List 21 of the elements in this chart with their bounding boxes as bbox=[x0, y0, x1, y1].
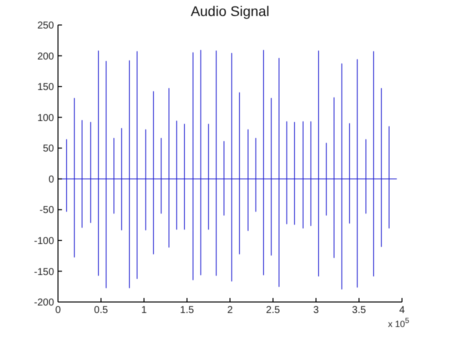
x-tick-label: 1.5 bbox=[180, 305, 194, 316]
x-tick-label: 3.5 bbox=[352, 305, 366, 316]
text: x 10$^{5}$ bbox=[388, 316, 410, 329]
x-tick-label: 0.5 bbox=[94, 305, 108, 316]
x-tick-label: 3 bbox=[313, 305, 320, 316]
y-tick-label: -50 bbox=[40, 205, 54, 216]
y-tick-label: 50 bbox=[42, 144, 54, 155]
y-tick-label: 100 bbox=[37, 112, 54, 124]
y-tick-label: -150 bbox=[34, 266, 54, 278]
y-tick-label: -200 bbox=[34, 298, 54, 309]
y-tick-label: 0 bbox=[48, 174, 54, 186]
x-tick-label: 0 bbox=[55, 305, 62, 316]
y-tick-label: 200 bbox=[37, 51, 54, 62]
y-tick-label: 250 bbox=[37, 20, 54, 32]
y-tick-label: 150 bbox=[37, 82, 54, 94]
x-tick-label: 2.5 bbox=[266, 305, 280, 316]
x-tick-label: 2 bbox=[227, 305, 234, 316]
x-tick-label: 1 bbox=[141, 305, 148, 316]
y-tick-label: -100 bbox=[34, 236, 54, 247]
x-tick-label: 4 bbox=[399, 305, 406, 316]
chart-title: Audio Signal bbox=[190, 3, 270, 19]
